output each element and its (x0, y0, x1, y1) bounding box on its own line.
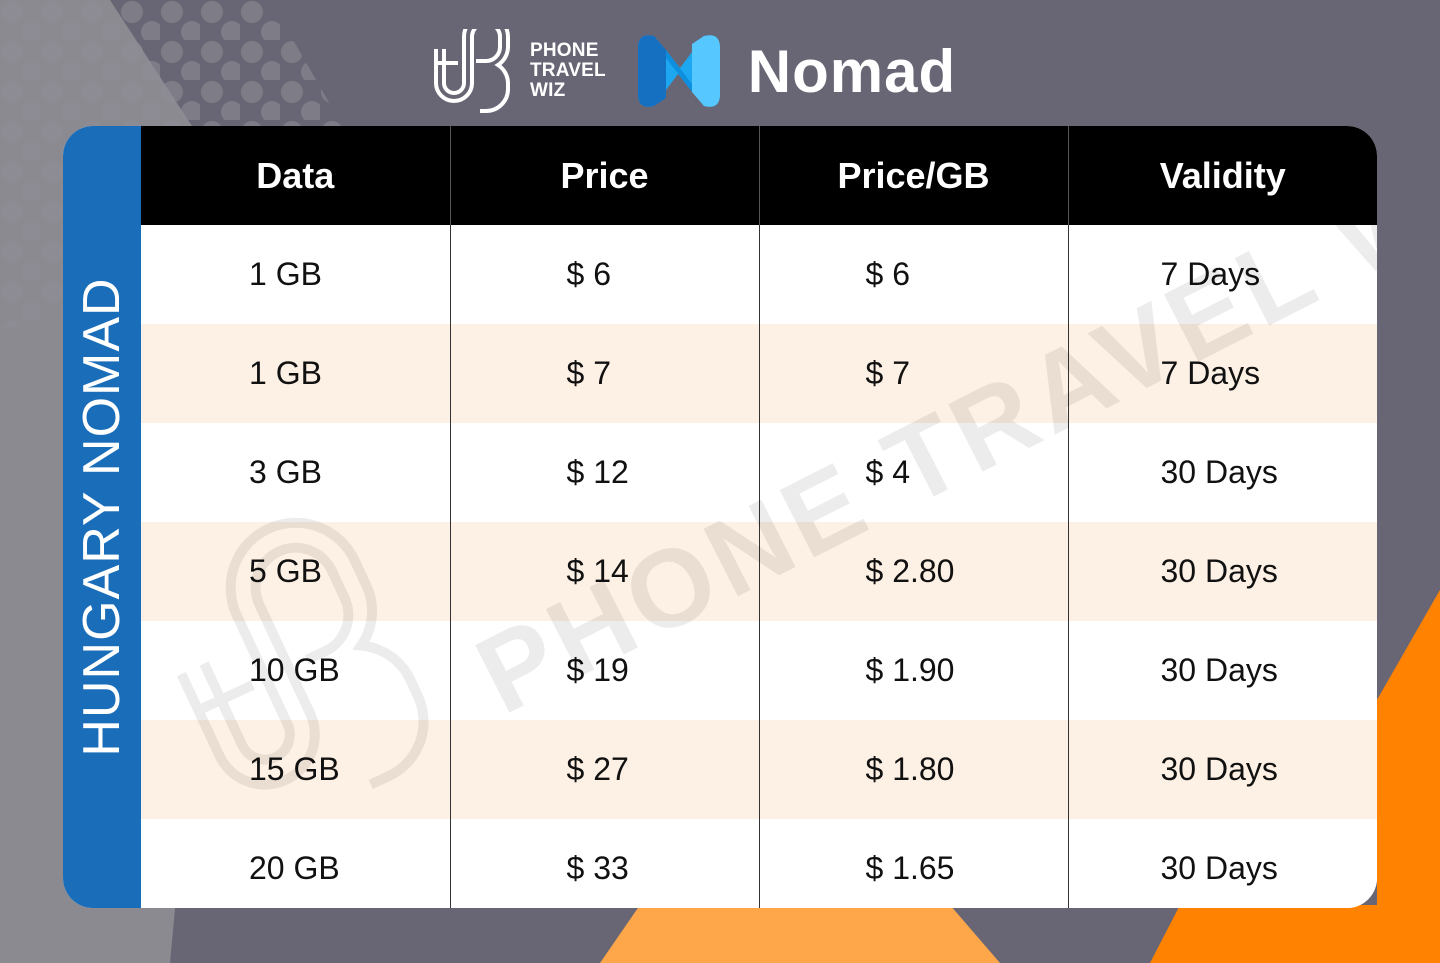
ptw-line-3: WIZ (530, 80, 566, 101)
header-price-per-gb: Price/GB (758, 126, 1068, 225)
country-provider-label: HUNGARY NOMAD (73, 277, 131, 757)
cell-data: 1 GB (141, 324, 450, 423)
cell-price-per-gb: $ 1.90 (758, 621, 1068, 720)
table-row: 3 GB $ 12 $ 4 30 Days (141, 423, 1377, 522)
table-row: 15 GB $ 27 $ 1.80 30 Days (141, 720, 1377, 819)
cell-data: 15 GB (141, 720, 450, 819)
cell-validity: 30 Days (1067, 522, 1377, 621)
table-row: 10 GB $ 19 $ 1.90 30 Days (141, 621, 1377, 720)
cell-data: 20 GB (141, 819, 450, 908)
phone-travel-wiz-logo-icon (434, 29, 510, 113)
cell-price: $ 12 (449, 423, 759, 522)
cell-validity: 30 Days (1067, 423, 1377, 522)
side-strip: HUNGARY NOMAD (63, 126, 141, 908)
cell-price: $ 27 (449, 720, 759, 819)
nomad-wordmark: Nomad (747, 37, 957, 105)
cell-price-per-gb: $ 1.80 (758, 720, 1068, 819)
cell-price-per-gb: $ 7 (758, 324, 1068, 423)
table-row: 20 GB $ 33 $ 1.65 30 Days (141, 819, 1377, 908)
pricing-card: HUNGARY NOMAD Data Price Price/GB Validi… (63, 126, 1377, 908)
cell-validity: 7 Days (1067, 324, 1377, 423)
cell-price: $ 14 (449, 522, 759, 621)
cell-price: $ 6 (449, 225, 759, 324)
cell-validity: 30 Days (1067, 819, 1377, 908)
cell-data: 3 GB (141, 423, 450, 522)
table-row: 1 GB $ 7 $ 7 7 Days (141, 324, 1377, 423)
cell-validity: 30 Days (1067, 720, 1377, 819)
cell-price-per-gb: $ 2.80 (758, 522, 1068, 621)
ptw-line-2: TRAVEL (530, 60, 606, 81)
phone-travel-wiz-wordmark: PHONE TRAVEL WIZ (530, 41, 606, 101)
table-row: 5 GB $ 14 $ 2.80 30 Days (141, 522, 1377, 621)
cell-data: 5 GB (141, 522, 450, 621)
nomad-logo-icon (637, 35, 720, 107)
ptw-line-1: PHONE (530, 40, 599, 61)
cell-price: $ 19 (449, 621, 759, 720)
table-row: 1 GB $ 6 $ 6 7 Days (141, 225, 1377, 324)
cell-price: $ 7 (449, 324, 759, 423)
cell-data: 1 GB (141, 225, 450, 324)
cell-price-per-gb: $ 1.65 (758, 819, 1068, 908)
header-logos: PHONE TRAVEL WIZ Nomad (430, 28, 956, 114)
cell-validity: 30 Days (1067, 621, 1377, 720)
header-price: Price (449, 126, 759, 225)
table-header-row: Data Price Price/GB Validity (141, 126, 1377, 225)
cell-price: $ 33 (449, 819, 759, 908)
pricing-table: Data Price Price/GB Validity 1 GB $ 6 $ … (141, 126, 1377, 908)
header-validity: Validity (1067, 126, 1377, 225)
cell-validity: 7 Days (1067, 225, 1377, 324)
header-data: Data (141, 126, 450, 225)
cell-price-per-gb: $ 6 (758, 225, 1068, 324)
cell-price-per-gb: $ 4 (758, 423, 1068, 522)
cell-data: 10 GB (141, 621, 450, 720)
